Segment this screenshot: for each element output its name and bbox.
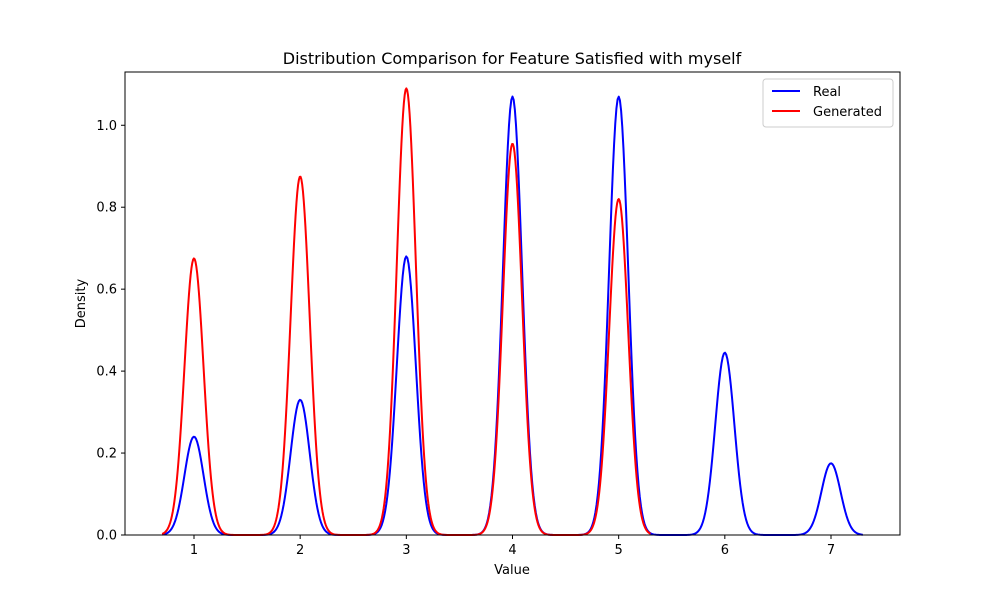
x-tick-label: 3 [402,543,410,558]
x-axis-label: Value [494,563,530,578]
plot-frame [124,71,901,536]
y-tick-label: 0.8 [96,201,117,216]
legend-label-generated: Generated [813,105,882,120]
legend: Real Generated [762,78,894,128]
x-tick-label: 4 [508,543,516,558]
y-tick-label: 0.6 [96,283,117,298]
legend-label-real: Real [813,85,841,100]
y-tick-label: 0.4 [96,365,117,380]
series-line-real [161,95,863,536]
y-tick-label: 1.0 [96,119,117,134]
x-tick-label: 7 [827,543,835,558]
y-tick-label: 0.0 [96,529,117,544]
x-tick-label: 6 [721,543,729,558]
x-tick-label: 2 [296,543,304,558]
y-tick-label: 0.2 [96,447,117,462]
ticks-layer: 1 2 3 4 5 6 7 0.0 0.2 0.4 0.6 0.8 1.0 [96,119,835,558]
x-tick-label: 5 [615,543,623,558]
chart-title: Distribution Comparison for Feature Sati… [283,49,742,68]
y-axis-label: Density [74,278,89,328]
x-tick-label: 1 [190,543,198,558]
